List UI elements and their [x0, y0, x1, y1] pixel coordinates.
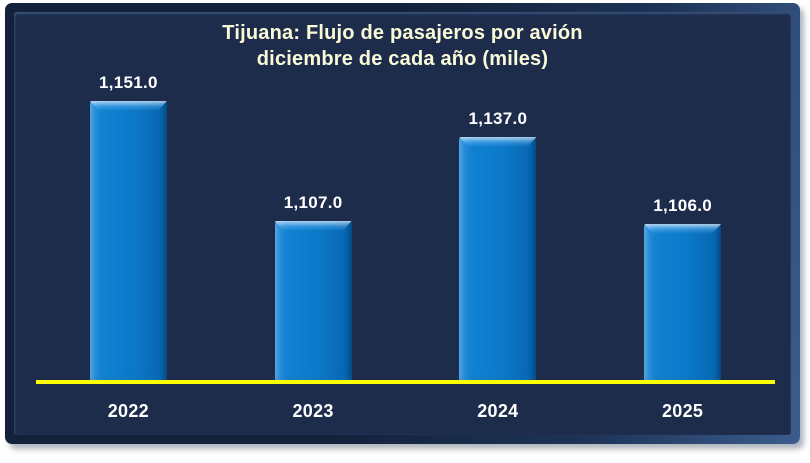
bar-value-label: 1,151.0	[98, 73, 158, 92]
bar-value-label: 1,107.0	[283, 193, 343, 212]
x-axis-tick-label: 2025	[662, 401, 704, 421]
x-axis-tick-label: 2023	[292, 401, 334, 421]
x-axis-tick-label: 2024	[477, 401, 519, 421]
chart-background: Tijuana: Flujo de pasajeros por avión di…	[14, 12, 791, 435]
bar-value-label: 1,137.0	[468, 109, 528, 128]
bar-column: 1,106.0	[590, 73, 775, 380]
bar-column: 1,137.0	[406, 73, 591, 380]
bar-column: 1,107.0	[221, 73, 406, 380]
bar	[644, 224, 722, 380]
chart-title-line-1: Tijuana: Flujo de pasajeros por avión	[222, 22, 583, 44]
x-axis-labels: 2022 2023 2024 2025	[36, 384, 775, 422]
bar	[459, 137, 537, 380]
chart-frame: Tijuana: Flujo de pasajeros por avión di…	[5, 3, 800, 444]
bar-column: 1,151.0	[36, 73, 221, 380]
bars-row: 1,151.0 1,107.0 1,137.0 1,106.0	[36, 73, 775, 380]
bar	[89, 101, 167, 380]
chart-title-line-2: diciembre de cada año (miles)	[256, 48, 549, 70]
x-axis-tick-label: 2022	[107, 401, 149, 421]
chart-title: Tijuana: Flujo de pasajeros por avión di…	[14, 12, 791, 73]
bar	[274, 221, 352, 380]
x-axis-line	[36, 380, 775, 384]
bar-value-label: 1,106.0	[653, 196, 713, 215]
plot-area: 1,151.0 1,107.0 1,137.0 1,106.0 2022 2023 202…	[36, 73, 775, 422]
